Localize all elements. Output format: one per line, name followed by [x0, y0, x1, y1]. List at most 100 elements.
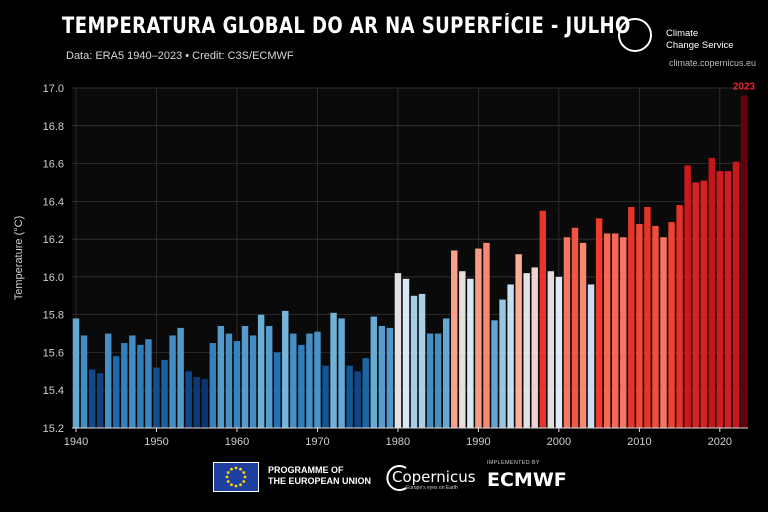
bar-1956	[201, 378, 209, 428]
ecmwf-logo-text: ECMWF	[487, 469, 567, 491]
bar-1989	[467, 278, 474, 428]
chart-subtitle: Data: ERA5 1940–2023 • Credit: C3S/ECMWF	[66, 50, 294, 62]
y-tick-label: 16.2	[43, 234, 64, 246]
bar-1951	[161, 360, 168, 428]
bar-1949	[145, 339, 152, 428]
bar-1946	[121, 343, 128, 428]
bar-1967	[290, 333, 297, 428]
x-tick-label: 2000	[547, 436, 571, 448]
y-tick-label: 17.0	[43, 83, 64, 95]
bar-2015	[676, 205, 683, 428]
bar-1999	[547, 271, 555, 428]
bar-1963	[257, 314, 265, 428]
bar-1982	[410, 295, 418, 428]
bar-1969	[306, 333, 313, 428]
bar-2013	[660, 237, 667, 428]
bar-1960	[233, 341, 241, 428]
eu-star	[243, 475, 247, 479]
bar-1998	[539, 210, 547, 428]
bar-2000	[555, 276, 563, 428]
bar-1957	[209, 343, 217, 428]
plot-area	[72, 88, 748, 428]
thermometer-icon	[618, 18, 652, 52]
bar-1942	[88, 369, 96, 428]
bar-1976	[362, 358, 369, 428]
y-axis-label: Temperature (°C)	[13, 216, 25, 300]
bar-1996	[523, 273, 530, 428]
bar-1941	[80, 335, 88, 428]
bar-2012	[652, 225, 659, 428]
bar-1980	[394, 273, 402, 428]
bar-1964	[265, 326, 273, 428]
bar-2018	[700, 180, 707, 428]
y-tick-label: 16.4	[43, 196, 64, 208]
bar-1961	[241, 326, 249, 428]
bar-2023	[740, 95, 748, 428]
y-tick-label: 16.8	[43, 121, 64, 133]
bar-1940	[72, 318, 80, 428]
x-tick-label: 1990	[466, 436, 490, 448]
bar-1973	[338, 318, 345, 428]
brand-url: climate.copernicus.eu	[669, 58, 757, 68]
eu-flag-icon	[213, 462, 259, 492]
bar-1944	[105, 333, 112, 428]
bar-1971	[322, 365, 329, 428]
bar-2011	[644, 207, 651, 428]
bar-1987	[451, 250, 458, 428]
bar-1945	[113, 356, 120, 428]
eu-star	[234, 484, 238, 488]
bar-2020	[716, 171, 724, 429]
bar-1984	[426, 333, 434, 428]
bar-2022	[732, 161, 740, 429]
bar-1943	[96, 373, 104, 428]
x-tick-label: 1940	[64, 436, 88, 448]
bar-1988	[459, 271, 466, 428]
y-tick-label: 15.8	[43, 310, 64, 322]
bar-1992	[491, 320, 498, 428]
bar-1954	[185, 371, 192, 428]
bar-1947	[129, 335, 136, 428]
bar-1985	[434, 333, 442, 428]
x-tick-label: 1950	[144, 436, 168, 448]
x-tick-label: 2020	[708, 436, 732, 448]
bar-1977	[370, 316, 378, 428]
footer-logos: PROGRAMME OF THE EUROPEAN UNION Copernic…	[0, 456, 768, 496]
bar-1995	[515, 254, 522, 428]
eu-star	[230, 467, 233, 471]
eu-star	[239, 467, 242, 471]
bar-1975	[354, 371, 361, 428]
eu-star	[226, 471, 230, 474]
bar-2009	[628, 207, 635, 428]
bar-1970	[314, 331, 321, 428]
copernicus-icon	[386, 465, 407, 491]
copernicus-logo: Copernicus Europe's eyes on Earth	[384, 462, 476, 492]
bar-1983	[418, 293, 426, 428]
y-tick-label: 16.6	[43, 159, 64, 171]
bar-1962	[249, 335, 257, 428]
bar-2002	[571, 227, 579, 428]
bar-1958	[217, 326, 225, 428]
implemented-by-label: IMPLEMENTED BY	[487, 460, 540, 466]
bar-1972	[330, 312, 337, 428]
highlight-year-label: 2023	[733, 82, 756, 93]
bar-1953	[177, 327, 184, 428]
brand-name: Climate Change Service	[666, 28, 734, 51]
eu-star	[242, 471, 246, 474]
bar-1959	[225, 333, 233, 428]
bar-1979	[386, 327, 394, 428]
bar-2006	[603, 233, 611, 428]
y-tick-label: 15.2	[43, 423, 64, 435]
bar-1965	[274, 352, 281, 428]
x-tick-label: 1960	[225, 436, 249, 448]
eu-stars-icon	[225, 466, 247, 488]
bar-1948	[137, 344, 144, 428]
bar-2004	[587, 284, 595, 428]
eu-star	[230, 483, 233, 487]
bar-2007	[612, 233, 619, 428]
bar-2016	[684, 165, 691, 428]
bar-2010	[636, 224, 643, 428]
copernicus-text: Copernicus	[392, 468, 476, 486]
bar-2003	[579, 242, 587, 428]
bar-1955	[193, 377, 200, 428]
eu-star	[239, 483, 242, 487]
